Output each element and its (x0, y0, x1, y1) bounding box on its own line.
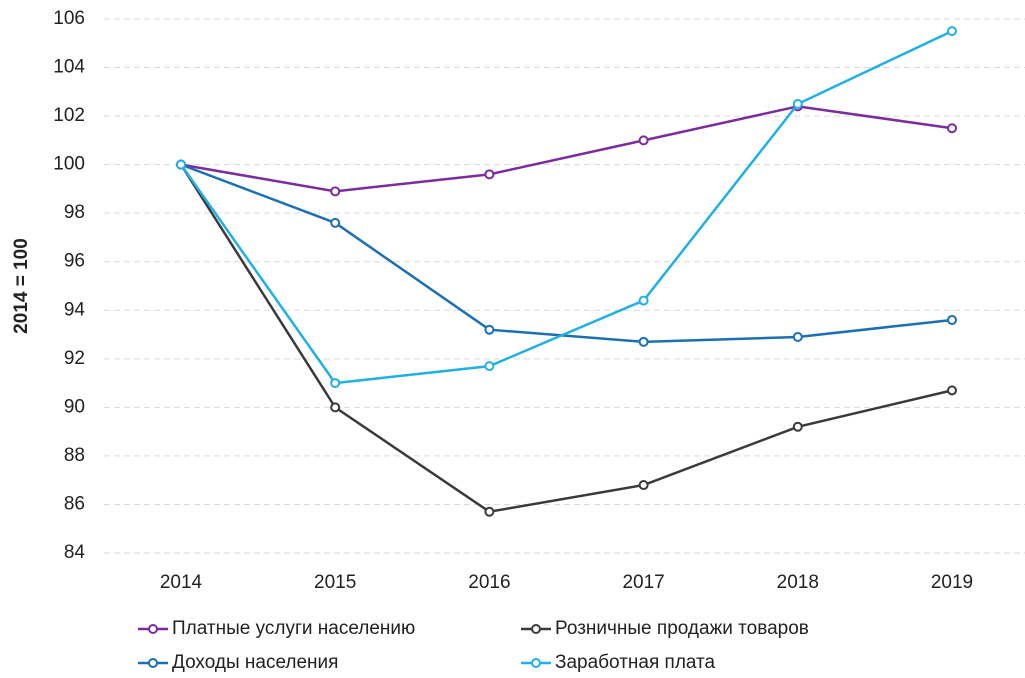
data-point (947, 26, 957, 37)
legend-label: Розничные продажи товаров (555, 618, 809, 639)
legend-marker (531, 624, 541, 634)
legend-marker (148, 624, 158, 634)
y-tick-label: 98 (64, 202, 85, 223)
data-point (330, 217, 341, 228)
x-tick-label: 2018 (777, 572, 819, 593)
y-tick-label: 104 (53, 57, 85, 78)
series-line (179, 30, 953, 385)
data-point (484, 506, 495, 517)
y-tick-label: 106 (53, 8, 85, 29)
x-tick-label: 2015 (314, 572, 356, 593)
data-point (947, 314, 957, 325)
data-point (638, 295, 649, 306)
y-tick-label: 96 (64, 251, 85, 272)
data-point (638, 480, 649, 491)
y-tick-label: 102 (53, 105, 85, 126)
y-tick-label: 94 (64, 299, 86, 320)
data-point (330, 378, 341, 389)
y-axis-label: 2014 = 100 (11, 238, 32, 334)
legend-marker (148, 658, 158, 668)
data-point (947, 123, 957, 134)
y-tick-label: 92 (64, 348, 85, 369)
y-tick-label: 86 (64, 493, 85, 514)
data-point (484, 169, 495, 180)
data-point (484, 361, 495, 372)
data-point (638, 135, 649, 146)
data-point (947, 385, 957, 396)
data-point (792, 421, 803, 432)
x-tick-label: 2014 (160, 572, 203, 593)
y-tick-label: 84 (64, 542, 86, 563)
legend-marker (531, 658, 541, 668)
data-point (792, 98, 803, 109)
data-point (176, 159, 186, 170)
legend-label: Доходы населения (172, 652, 338, 673)
data-point (330, 402, 341, 413)
x-tick-label: 2019 (931, 572, 973, 593)
series-line (180, 105, 953, 193)
y-tick-label: 100 (53, 154, 85, 175)
series-line (179, 163, 953, 514)
legend-label: Заработная плата (555, 652, 716, 673)
data-point (792, 331, 803, 342)
data-point (638, 336, 649, 347)
data-point (484, 324, 495, 335)
legend-label: Платные услуги населению (172, 618, 415, 639)
series-line (180, 163, 953, 344)
y-tick-label: 88 (64, 445, 85, 466)
x-tick-label: 2017 (622, 572, 664, 593)
y-tick-label: 90 (64, 396, 85, 417)
x-tick-label: 2016 (468, 572, 510, 593)
data-point (330, 186, 341, 197)
